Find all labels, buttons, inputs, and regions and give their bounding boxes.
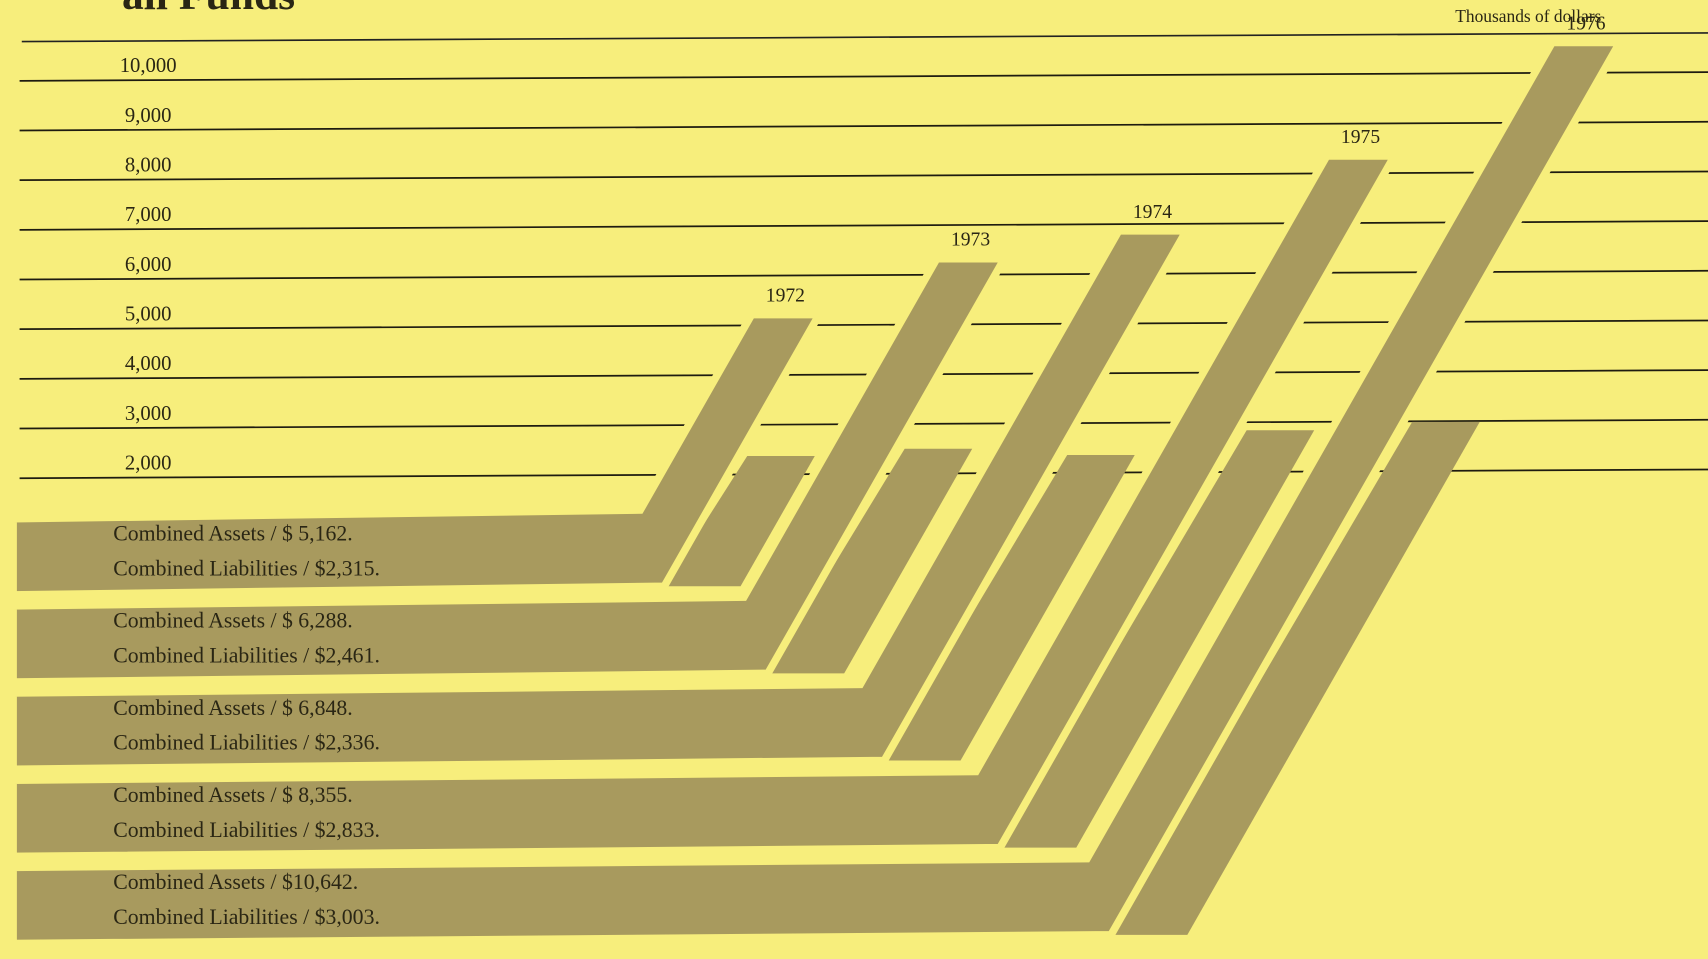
liabilities-label: Combined Liabilities / $2,833. (113, 818, 380, 842)
y-tick-label: 7,000 (125, 204, 172, 226)
assets-label: Combined Assets / $ 8,355. (113, 783, 352, 807)
assets-label: Combined Assets / $ 5,162. (113, 522, 352, 546)
liabilities-strip (884, 454, 1135, 761)
liabilities-label: Combined Liabilities / $2,461. (113, 644, 380, 668)
year-label: 1972 (766, 286, 805, 307)
y-tick-label: 6,000 (125, 254, 172, 276)
assets-ribbon (9, 227, 1193, 774)
year-label: 1976 (1566, 13, 1605, 34)
liabilities-strip (1111, 421, 1480, 935)
y-tick-label: 10,000 (120, 55, 177, 77)
assets-ribbon (9, 38, 1627, 948)
assets-ribbon (9, 310, 826, 599)
liabilities-label: Combined Liabilities / $3,003. (113, 905, 380, 929)
year-label: 1975 (1341, 127, 1380, 148)
year-label: 1973 (951, 230, 990, 251)
y-tick-label: 2,000 (125, 452, 172, 474)
liabilities-strip (767, 448, 973, 674)
y-tick-label: 9,000 (125, 105, 172, 127)
grid-line (19, 220, 1708, 231)
liabilities-strip (1000, 430, 1315, 848)
top-rule (21, 32, 1708, 43)
grid-line (19, 120, 1708, 132)
grid-line (19, 71, 1708, 82)
assets-label: Combined Assets / $ 6,848. (113, 696, 352, 720)
chart-title: all Funds (122, 0, 295, 19)
y-tick-label: 4,000 (125, 353, 172, 375)
y-tick-label: 8,000 (125, 154, 172, 176)
axis-unit: Thousands of dollars (1455, 6, 1601, 26)
assets-label: Combined Assets / $10,642. (113, 870, 358, 894)
y-tick-label: 5,000 (125, 303, 172, 325)
y-tick-label: 3,000 (125, 403, 172, 425)
liabilities-strip (664, 456, 815, 587)
year-label: 1974 (1133, 202, 1172, 223)
liabilities-label: Combined Liabilities / $2,336. (113, 731, 380, 755)
assets-label: Combined Assets / $ 6,288. (113, 609, 352, 633)
assets-ribbon (9, 152, 1401, 861)
liabilities-label: Combined Liabilities / $2,315. (113, 556, 380, 580)
grid-line (19, 170, 1708, 182)
assets-ribbon (9, 254, 1011, 686)
